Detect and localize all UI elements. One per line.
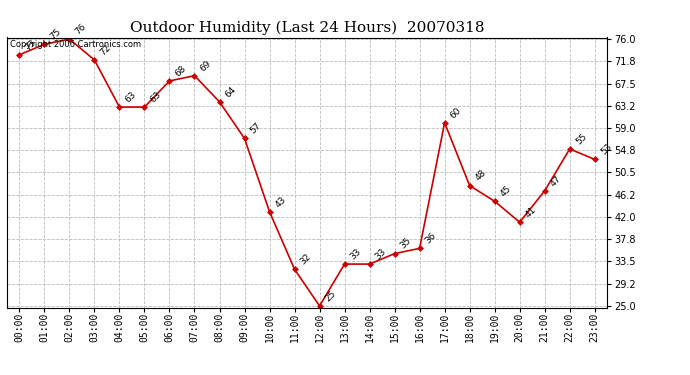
Text: 53: 53 [599,142,613,157]
Text: 33: 33 [348,247,363,261]
Text: 33: 33 [374,247,388,261]
Text: 69: 69 [199,58,213,73]
Text: 73: 73 [23,38,38,52]
Text: 32: 32 [299,252,313,267]
Text: 76: 76 [74,22,88,36]
Text: 75: 75 [48,27,63,42]
Text: 25: 25 [324,289,338,303]
Text: 63: 63 [124,90,138,104]
Text: 68: 68 [174,64,188,78]
Text: 55: 55 [574,132,589,146]
Text: 45: 45 [499,184,513,198]
Text: 43: 43 [274,195,288,209]
Text: 64: 64 [224,85,238,99]
Text: 36: 36 [424,231,438,246]
Text: 57: 57 [248,121,263,136]
Text: Copyright 2006 Cartronics.com: Copyright 2006 Cartronics.com [10,40,141,49]
Text: 72: 72 [99,43,113,57]
Text: 47: 47 [549,174,563,188]
Title: Outdoor Humidity (Last 24 Hours)  20070318: Outdoor Humidity (Last 24 Hours) 2007031… [130,21,484,35]
Text: 48: 48 [474,168,489,183]
Text: 41: 41 [524,205,538,219]
Text: 60: 60 [448,105,463,120]
Text: 35: 35 [399,236,413,251]
Text: 63: 63 [148,90,163,104]
